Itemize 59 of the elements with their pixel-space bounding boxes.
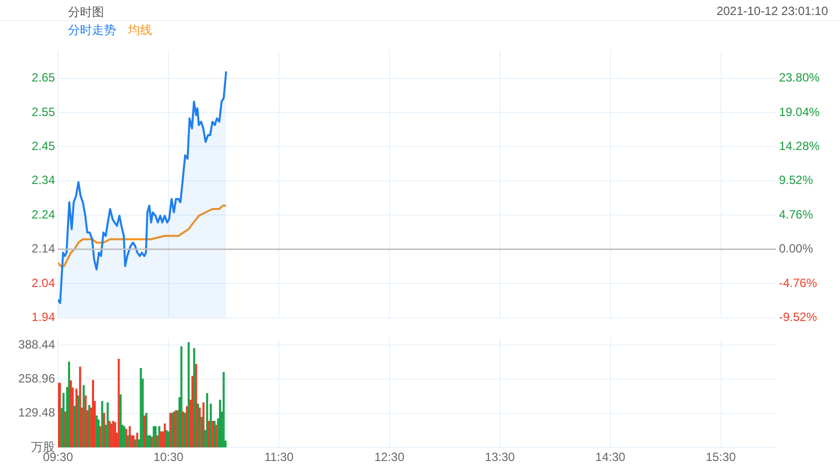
x-tick-label: 11:30 [264, 450, 294, 464]
y2-tick-label: -9.52% [779, 310, 818, 324]
bar [152, 426, 155, 448]
chart-title: 分时图 [68, 4, 104, 21]
y2-tick-label: 23.80% [779, 70, 820, 85]
bar [112, 420, 114, 448]
bar [222, 372, 225, 448]
x-tick-label: 15:30 [706, 450, 736, 464]
text: 2021-10-12 23:01:10 [716, 4, 828, 18]
y-tick-label: 2.24 [32, 207, 56, 222]
bar [96, 416, 98, 448]
bar [68, 362, 70, 448]
bar [156, 435, 158, 448]
y-tick-label: 2.65 [32, 70, 56, 85]
bar [77, 395, 80, 448]
bar [106, 402, 109, 448]
bar [101, 401, 104, 448]
x-tick-label: 12:30 [374, 450, 405, 464]
y-tick-label: 388.44 [18, 337, 56, 352]
bar [84, 395, 87, 448]
text: 分时走势 [68, 22, 116, 39]
bar [143, 416, 146, 448]
bar [188, 342, 190, 448]
y2-tick-label: 19.04% [779, 104, 820, 119]
y2-tick-label: -4.76% [779, 276, 818, 290]
bar [118, 358, 120, 448]
bar [206, 393, 208, 448]
bar [120, 394, 122, 448]
y2-tick-label: 4.76% [779, 207, 814, 222]
bar [193, 348, 196, 448]
y-tick-label: 2.34 [32, 173, 56, 188]
y2-tick-label: 14.28% [779, 139, 820, 154]
bar [136, 432, 138, 448]
bar [103, 412, 106, 448]
bar [92, 380, 94, 448]
y-tick-label: 258.96 [18, 371, 56, 386]
bar [108, 420, 111, 448]
y2-tick-label: 0.00% [779, 242, 814, 256]
bar [82, 385, 85, 448]
y-tick-label: 2.55 [32, 104, 56, 119]
x-tick-label: 13:30 [484, 450, 516, 464]
y-tick-label: 129.48 [18, 406, 56, 420]
y2-tick-label: 9.52% [779, 173, 814, 188]
y-tick-label: 2.04 [32, 276, 56, 290]
bar [126, 435, 129, 448]
bar [195, 364, 198, 448]
y-tick-label: 2.14 [32, 242, 56, 256]
y-tick-label: 1.94 [32, 310, 56, 324]
x-tick-label: 14:30 [595, 450, 626, 464]
y-tick-label: 万股 [31, 440, 55, 454]
x-tick-label: 10:30 [153, 450, 184, 464]
bar [125, 428, 128, 448]
y-tick-label: 2.45 [32, 138, 56, 153]
bar [88, 404, 90, 448]
text: 均线 [128, 22, 152, 39]
bar [154, 426, 157, 448]
bar [200, 416, 203, 448]
bar [79, 366, 82, 448]
bar [166, 430, 168, 448]
